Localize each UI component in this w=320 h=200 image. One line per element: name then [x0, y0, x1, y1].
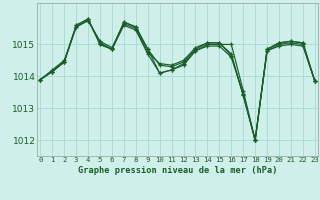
X-axis label: Graphe pression niveau de la mer (hPa): Graphe pression niveau de la mer (hPa) [78, 166, 277, 175]
